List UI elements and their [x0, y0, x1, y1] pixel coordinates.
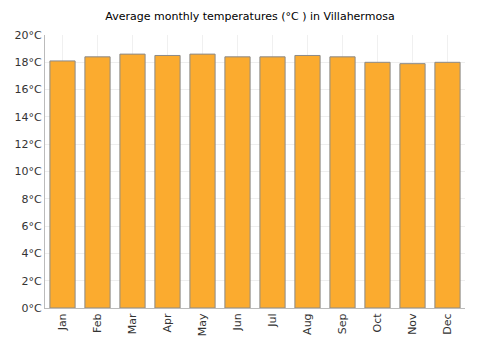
- svg-text:Oct: Oct: [371, 313, 384, 333]
- svg-text:4°C: 4°C: [22, 247, 42, 260]
- svg-text:Dec: Dec: [441, 313, 454, 334]
- svg-text:Mar: Mar: [126, 313, 139, 334]
- svg-text:14°C: 14°C: [15, 111, 42, 124]
- svg-text:16°C: 16°C: [15, 83, 42, 96]
- svg-text:10°C: 10°C: [15, 165, 42, 178]
- svg-text:Jan: Jan: [56, 313, 69, 331]
- svg-text:20°C: 20°C: [15, 29, 42, 42]
- svg-text:Sep: Sep: [336, 313, 349, 334]
- svg-text:Jun: Jun: [231, 313, 244, 331]
- svg-text:0°C: 0°C: [22, 302, 42, 315]
- svg-text:Jul: Jul: [266, 313, 279, 327]
- svg-text:Apr: Apr: [161, 313, 174, 333]
- svg-text:Aug: Aug: [301, 313, 314, 334]
- svg-text:Average monthly temperatures (: Average monthly temperatures (°C ) in Vi…: [105, 10, 394, 23]
- svg-text:May: May: [196, 313, 209, 336]
- svg-text:Nov: Nov: [406, 313, 419, 335]
- svg-text:2°C: 2°C: [22, 275, 42, 288]
- svg-text:6°C: 6°C: [22, 220, 42, 233]
- svg-text:18°C: 18°C: [15, 56, 42, 69]
- svg-text:8°C: 8°C: [22, 193, 42, 206]
- svg-text:Feb: Feb: [91, 313, 104, 332]
- svg-text:12°C: 12°C: [15, 138, 42, 151]
